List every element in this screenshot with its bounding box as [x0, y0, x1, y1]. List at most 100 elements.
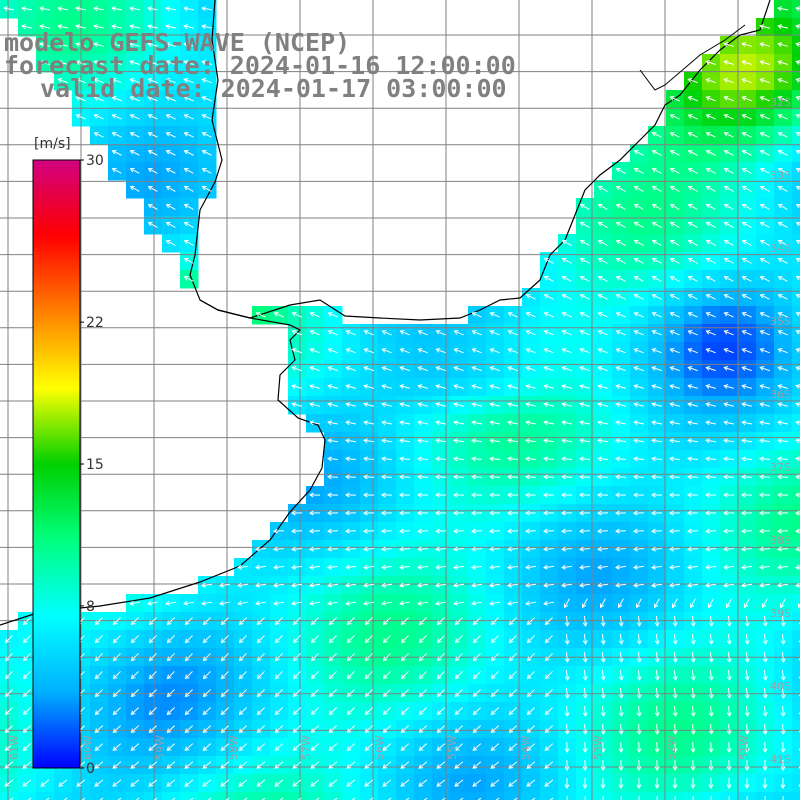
wind-arrow	[238, 671, 247, 680]
wind-arrow	[22, 779, 32, 787]
wind-arrow	[777, 42, 788, 47]
wind-arrow	[600, 651, 606, 663]
wind-arrow	[597, 257, 608, 264]
wind-arrow	[238, 707, 247, 716]
wind-arrow	[544, 635, 553, 644]
wind-arrow	[708, 741, 714, 753]
wind-arrow	[22, 635, 31, 644]
wind-arrow	[130, 617, 139, 626]
wind-arrow	[795, 6, 800, 12]
wind-arrow	[507, 366, 518, 372]
wind-arrow	[112, 725, 121, 734]
wind-arrow	[525, 546, 537, 552]
wind-arrow	[651, 221, 662, 228]
wind-arrow	[327, 564, 339, 570]
wind-arrow	[201, 131, 212, 138]
wind-arrow	[453, 564, 465, 570]
wind-arrow	[543, 492, 555, 498]
wind-arrow	[130, 725, 139, 734]
wind-arrow	[638, 795, 640, 800]
wind-arrow	[707, 598, 714, 609]
wind-arrow	[687, 311, 698, 318]
wind-arrow	[165, 96, 176, 102]
wind-arrow	[723, 546, 735, 552]
wind-arrow	[201, 113, 212, 120]
wind-arrow	[472, 617, 481, 626]
wind-arrow	[615, 546, 627, 552]
wind-arrow	[148, 671, 157, 680]
wind-arrow	[651, 384, 662, 389]
wind-arrow	[39, 6, 51, 12]
wind-arrow	[579, 492, 591, 498]
wind-arrow	[764, 795, 766, 800]
wind-arrow	[238, 653, 247, 662]
wind-arrow	[93, 113, 104, 120]
longitude-label: 57W	[300, 735, 313, 760]
wind-arrow	[219, 582, 231, 588]
wind-arrow	[741, 492, 753, 498]
wind-arrow	[364, 707, 373, 716]
wind-arrow	[705, 221, 716, 228]
wind-cell	[144, 792, 163, 800]
wind-arrow	[741, 420, 753, 426]
wind-arrow	[615, 366, 626, 372]
colorbar-unit: [m/s]	[34, 136, 71, 152]
wind-arrow	[129, 113, 140, 120]
wind-arrow	[741, 456, 753, 462]
colorbar-tick-label: 15	[86, 457, 104, 473]
wind-arrow	[201, 42, 212, 47]
wind-arrow	[759, 438, 771, 444]
wind-arrow	[148, 689, 157, 698]
wind-arrow	[705, 96, 716, 102]
wind-arrow	[363, 546, 375, 552]
wind-arrow	[544, 779, 554, 787]
wind-arrow	[687, 167, 698, 174]
wind-arrow	[381, 582, 393, 588]
wind-arrow	[762, 723, 768, 735]
wind-arrow	[327, 510, 339, 516]
wind-arrow	[183, 96, 194, 102]
wind-arrow	[723, 474, 735, 480]
wind-arrow	[651, 420, 663, 426]
wind-arrow	[633, 311, 644, 318]
wind-arrow	[400, 761, 410, 769]
wind-arrow	[654, 705, 660, 717]
wind-arrow	[795, 185, 800, 191]
wind-arrow	[400, 689, 409, 698]
wind-arrow	[507, 348, 518, 354]
wind-arrow	[744, 651, 750, 663]
wind-arrow	[256, 617, 265, 626]
lagoon-outline	[639, 24, 746, 91]
wind-arrow	[759, 311, 770, 318]
wind-arrow	[561, 420, 573, 426]
wind-arrow	[633, 402, 644, 407]
wind-cell	[684, 792, 703, 800]
wind-arrow	[363, 438, 375, 444]
wind-arrow	[543, 582, 555, 588]
wind-arrow	[399, 564, 411, 570]
wind-arrow	[507, 474, 519, 480]
wind-arrow	[453, 528, 465, 534]
wind-arrow	[381, 438, 393, 444]
wind-arrow	[561, 366, 572, 372]
wind-arrow	[328, 743, 338, 751]
wind-arrow	[780, 777, 786, 789]
wind-arrow	[615, 221, 626, 228]
wind-arrow	[777, 167, 788, 174]
wind-arrow	[328, 725, 337, 734]
wind-arrow	[489, 384, 500, 389]
wind-cell	[756, 792, 775, 800]
wind-arrow	[435, 600, 447, 606]
wind-arrow	[292, 653, 301, 662]
wind-arrow	[564, 669, 570, 681]
wind-arrow	[759, 528, 771, 534]
wind-arrow	[618, 741, 624, 753]
wind-arrow	[310, 653, 319, 662]
wind-arrow	[111, 42, 122, 47]
wind-arrow	[597, 438, 609, 444]
wind-arrow	[687, 348, 698, 354]
wind-arrow	[759, 510, 771, 516]
wind-arrow	[111, 96, 122, 102]
wind-arrow	[291, 582, 303, 588]
wind-arrow	[220, 761, 230, 769]
